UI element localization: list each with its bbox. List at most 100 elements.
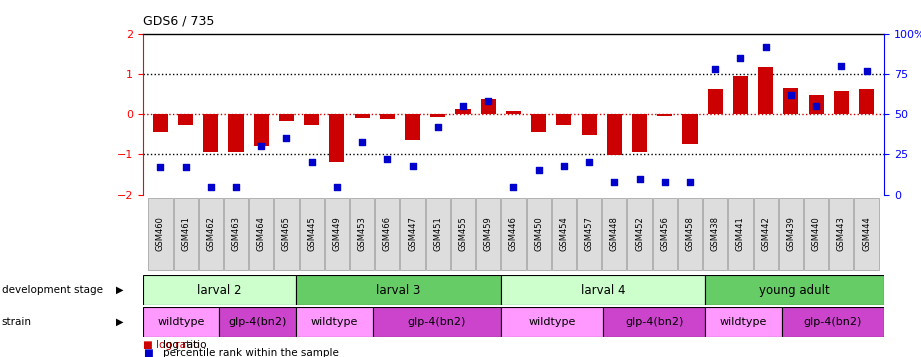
Bar (705, 275, 884, 305)
Bar (859, 89, 874, 114)
Text: GSM463: GSM463 (231, 216, 240, 251)
Bar (782, 307, 884, 337)
FancyBboxPatch shape (148, 198, 172, 270)
Text: GSM443: GSM443 (837, 216, 845, 251)
Bar (373, 307, 501, 337)
Bar (783, 88, 799, 114)
Point (179, 164, 193, 170)
Text: GSM440: GSM440 (811, 216, 821, 251)
Bar (506, 111, 521, 114)
Text: glp-4(bn2): glp-4(bn2) (624, 317, 683, 327)
Text: ■: ■ (143, 348, 153, 357)
Bar (733, 76, 748, 114)
Bar (143, 307, 219, 337)
FancyBboxPatch shape (753, 198, 777, 270)
Bar (330, 114, 344, 162)
Text: young adult: young adult (759, 283, 830, 297)
Point (733, 55, 748, 61)
Bar (501, 275, 705, 305)
Text: GSM442: GSM442 (761, 216, 770, 251)
Text: ▶: ▶ (116, 285, 123, 295)
Bar (481, 99, 495, 114)
Text: wildtype: wildtype (528, 317, 576, 327)
Text: wildtype: wildtype (310, 317, 358, 327)
Bar (707, 89, 723, 114)
Point (607, 179, 622, 185)
FancyBboxPatch shape (451, 198, 475, 270)
FancyBboxPatch shape (703, 198, 728, 270)
Text: strain: strain (2, 317, 32, 327)
FancyBboxPatch shape (779, 198, 803, 270)
FancyBboxPatch shape (350, 198, 374, 270)
Point (834, 63, 848, 69)
Bar (705, 307, 782, 337)
Text: log ratio: log ratio (163, 340, 206, 350)
Text: GSM444: GSM444 (862, 216, 871, 251)
Point (279, 135, 294, 141)
Text: glp-4(bn2): glp-4(bn2) (408, 317, 466, 327)
Bar (204, 114, 218, 152)
FancyBboxPatch shape (173, 198, 198, 270)
Text: GSM448: GSM448 (610, 216, 619, 251)
FancyBboxPatch shape (299, 198, 324, 270)
Point (430, 124, 445, 130)
Text: ■ log ratio: ■ log ratio (143, 340, 199, 350)
Text: GSM455: GSM455 (459, 216, 468, 251)
Bar (581, 114, 597, 135)
Bar (253, 114, 269, 146)
Text: GSM451: GSM451 (433, 216, 442, 251)
FancyBboxPatch shape (804, 198, 828, 270)
Point (228, 183, 243, 189)
Point (682, 179, 697, 185)
Text: wildtype: wildtype (157, 317, 204, 327)
Bar (632, 114, 647, 152)
Bar (607, 114, 622, 155)
Text: GSM466: GSM466 (383, 216, 391, 251)
Text: GSM450: GSM450 (534, 216, 543, 251)
Text: GSM447: GSM447 (408, 216, 417, 251)
Point (556, 163, 571, 169)
Text: development stage: development stage (2, 285, 103, 295)
Bar (228, 114, 244, 152)
FancyBboxPatch shape (224, 198, 248, 270)
Bar (355, 114, 369, 118)
FancyBboxPatch shape (855, 198, 879, 270)
FancyBboxPatch shape (602, 198, 626, 270)
Bar (501, 307, 603, 337)
Point (204, 183, 218, 189)
Text: GSM461: GSM461 (181, 216, 190, 251)
Text: GSM446: GSM446 (509, 216, 518, 251)
Point (355, 139, 369, 144)
Bar (834, 91, 849, 114)
Text: wildtype: wildtype (720, 317, 767, 327)
Bar (143, 275, 297, 305)
Bar (758, 67, 774, 114)
Point (708, 66, 723, 72)
Bar (379, 114, 395, 119)
Text: GSM441: GSM441 (736, 216, 745, 251)
FancyBboxPatch shape (199, 198, 223, 270)
FancyBboxPatch shape (627, 198, 652, 270)
Point (304, 160, 319, 165)
Text: GSM459: GSM459 (484, 216, 493, 251)
Bar (658, 114, 672, 116)
Point (330, 183, 344, 189)
Bar (456, 109, 471, 114)
FancyBboxPatch shape (829, 198, 854, 270)
Bar (556, 114, 571, 125)
Text: GSM452: GSM452 (635, 216, 644, 251)
Text: GSM454: GSM454 (559, 216, 568, 251)
Text: GSM439: GSM439 (787, 216, 796, 251)
FancyBboxPatch shape (325, 198, 349, 270)
Text: GSM460: GSM460 (156, 216, 165, 251)
Bar (405, 114, 420, 140)
FancyBboxPatch shape (552, 198, 576, 270)
Point (632, 176, 647, 181)
FancyBboxPatch shape (678, 198, 702, 270)
FancyBboxPatch shape (375, 198, 400, 270)
FancyBboxPatch shape (729, 198, 752, 270)
Text: GSM464: GSM464 (257, 216, 266, 251)
Text: GSM445: GSM445 (308, 216, 316, 251)
Text: GSM458: GSM458 (685, 216, 694, 251)
Point (582, 160, 597, 165)
